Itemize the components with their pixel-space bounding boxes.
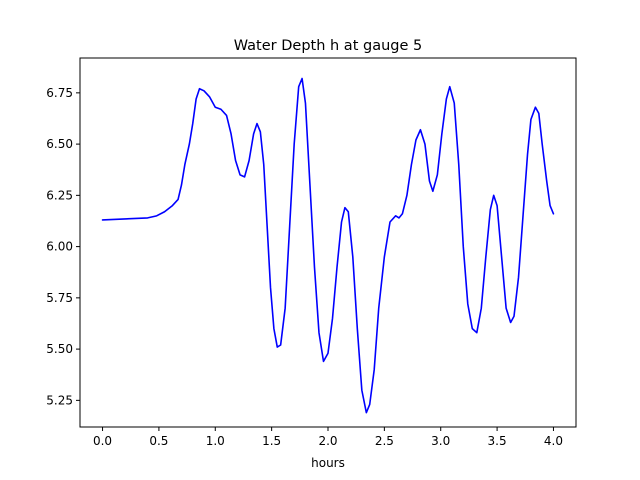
x-tick-label: 3.0: [431, 434, 450, 448]
x-tick-label: 4.0: [544, 434, 563, 448]
x-tick-label: 0.5: [149, 434, 168, 448]
y-tick-label: 5.25: [46, 393, 73, 407]
y-axis: 5.25 5.50 5.75 6.00 6.25 6.50 6.75: [46, 86, 80, 407]
y-tick-label: 6.25: [46, 188, 73, 202]
x-axis: 0.0 0.5 1.0 1.5 2.0 2.5 3.0 3.5 4.0: [93, 427, 563, 448]
x-tick-label: 1.0: [206, 434, 225, 448]
series-line-0: [101, 77, 555, 414]
y-tick-label: 6.75: [46, 86, 73, 100]
y-tick-label: 6.00: [46, 240, 73, 254]
y-tick-label: 6.50: [46, 137, 73, 151]
y-tick-label: 5.75: [46, 291, 73, 305]
x-tick-label: 1.5: [262, 434, 281, 448]
y-tick-label: 5.50: [46, 342, 73, 356]
plot-frame: [79, 57, 577, 428]
x-tick-label: 2.0: [318, 434, 337, 448]
x-axis-label: hours: [311, 456, 345, 470]
x-tick-label: 2.5: [375, 434, 394, 448]
chart-title: Water Depth h at gauge 5: [234, 38, 422, 54]
x-tick-label: 3.5: [488, 434, 507, 448]
x-tick-label: 0.0: [93, 434, 112, 448]
plot-area: [101, 77, 555, 414]
